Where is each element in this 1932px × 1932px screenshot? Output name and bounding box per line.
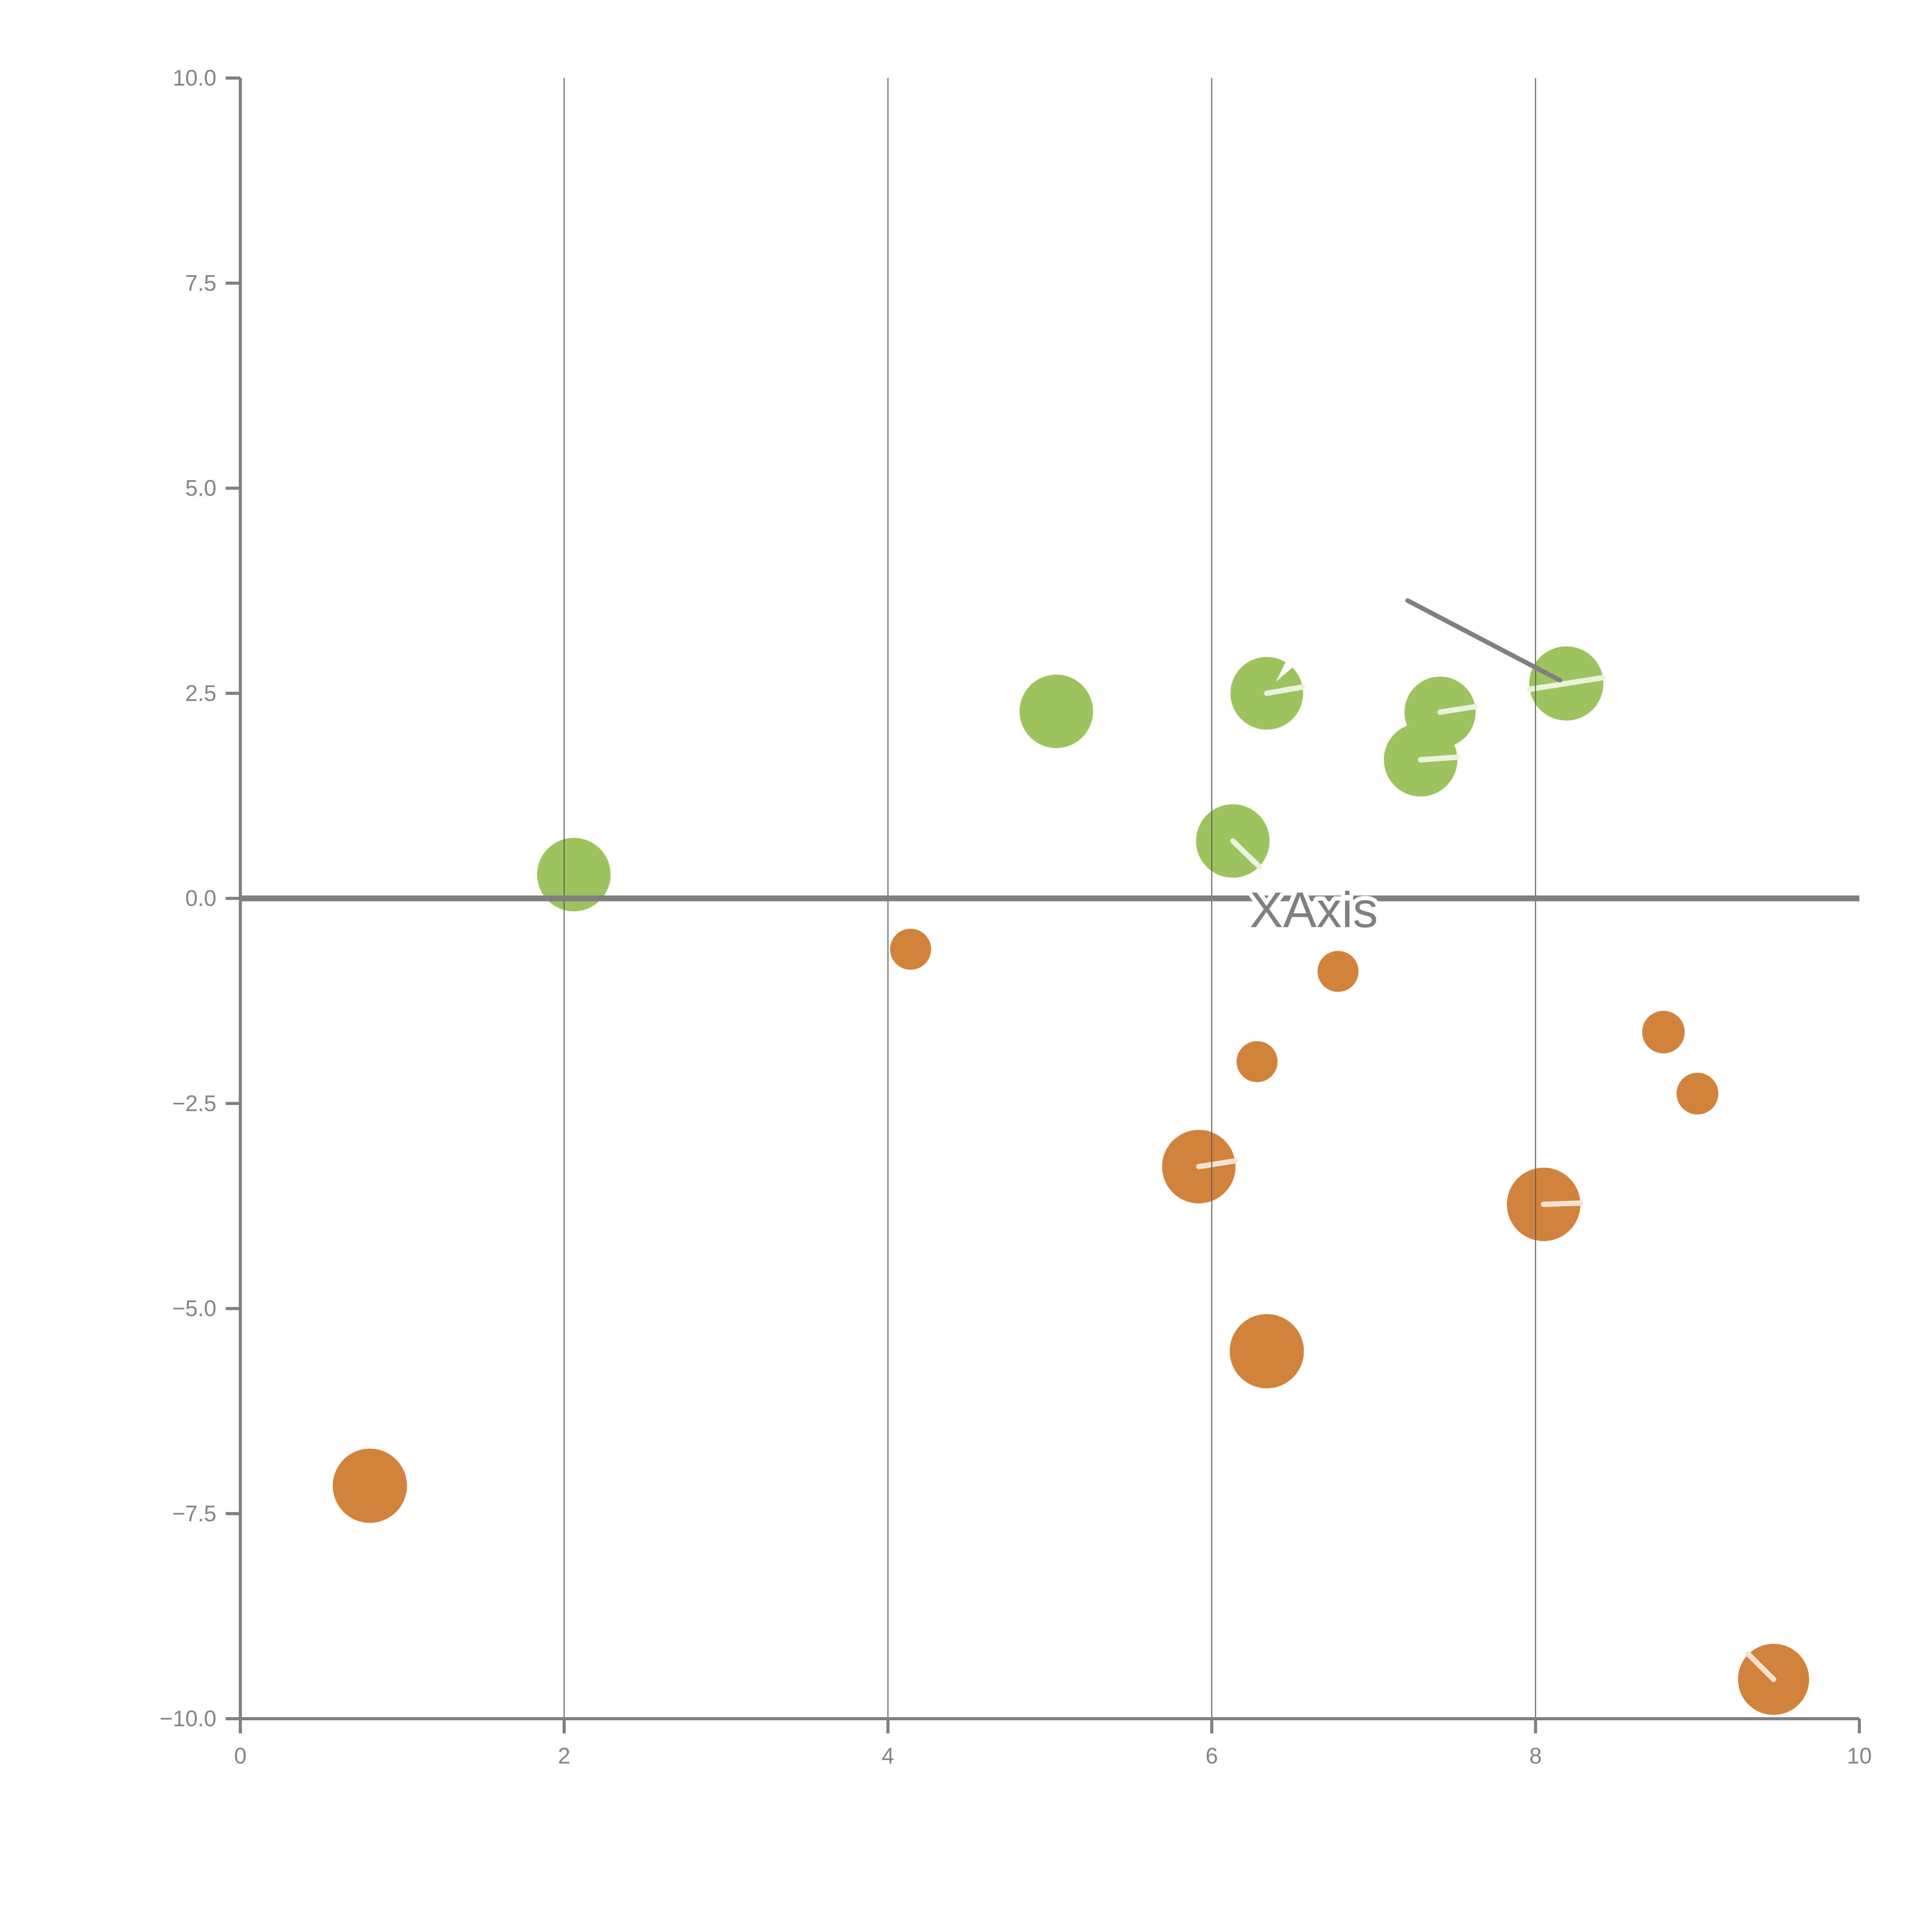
- bubble: [333, 1449, 407, 1523]
- axes-layer: [226, 77, 1861, 1733]
- y-tick-label: 5.0: [185, 476, 216, 501]
- bubble-chord-line: [1527, 675, 1606, 692]
- y-tick-label: −2.5: [172, 1091, 217, 1116]
- bubble: [1019, 674, 1093, 748]
- bubble-wedge-line: [1264, 684, 1306, 696]
- y-tick-label: 2.5: [185, 681, 216, 706]
- y-tick-label: −5.0: [172, 1296, 217, 1321]
- bubble-wedge-line: [1437, 704, 1478, 715]
- bubble: [890, 929, 931, 970]
- bubble-wedge-line: [1230, 838, 1262, 869]
- y-tick-label: −10.0: [160, 1706, 216, 1731]
- bubble-wedge-line: [1196, 1158, 1238, 1170]
- x-tick-label: 2: [558, 1743, 570, 1769]
- y-tick-label: 10.0: [173, 66, 216, 91]
- bubble-wedge-line: [1418, 754, 1460, 763]
- bubble-notch: [1276, 662, 1293, 682]
- tick-labels-layer: 10.0 7.5 5.0 2.5 0.0 −2.5 −5.0 −7.5 −10.0 0 2 4 6 8 10: [160, 66, 1872, 1769]
- bubble-wedge-line: [1745, 1651, 1776, 1682]
- bubble: [1236, 1041, 1278, 1082]
- bubble: [537, 838, 611, 912]
- bubble: [1642, 1011, 1685, 1054]
- bubble: [1317, 951, 1359, 992]
- y-tick-label: 0.0: [185, 886, 216, 911]
- x-tick-label: 8: [1529, 1743, 1542, 1769]
- bubble: [1230, 1314, 1304, 1388]
- y-tick-label: 7.5: [185, 270, 216, 296]
- annotation-layer: [1405, 598, 1562, 683]
- bubble: [1677, 1073, 1718, 1115]
- x-tick-label: 4: [882, 1743, 894, 1769]
- x-tick-label: 0: [234, 1743, 247, 1769]
- x-tick-label: 10: [1847, 1743, 1872, 1769]
- bubble-wedge-line: [1541, 1200, 1583, 1207]
- y-tick-label: −7.5: [172, 1501, 217, 1526]
- x-tick-label: 6: [1206, 1743, 1218, 1769]
- x-axis-inline-label: XAxis: [1250, 881, 1378, 938]
- bubbles-layer: [333, 646, 1809, 1715]
- annotation-line: [1405, 598, 1562, 683]
